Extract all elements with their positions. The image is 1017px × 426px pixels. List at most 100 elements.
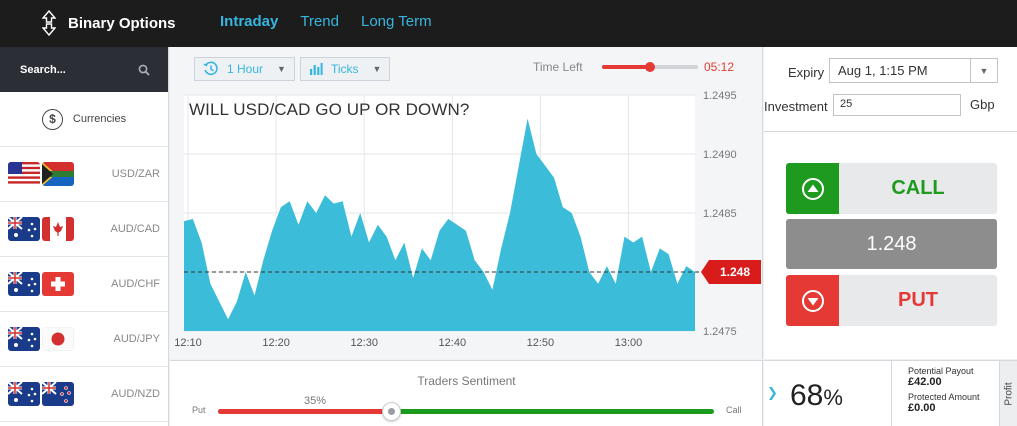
sentiment-put-label: Put — [192, 405, 206, 415]
ch-flag-icon — [42, 272, 74, 296]
y-tick-label: 1.2495 — [703, 90, 737, 102]
pair-aud-cad[interactable]: AUD/CAD — [0, 202, 168, 257]
pair-label: AUD/NZD — [111, 388, 160, 400]
expiry-select[interactable]: Aug 1, 1:15 PM ▼ — [829, 58, 998, 83]
pair-aud-jpy[interactable]: AUD/JPY — [0, 312, 168, 367]
x-tick-label: 12:20 — [262, 337, 290, 349]
x-tick-label: 12:10 — [174, 337, 202, 349]
protected-amount-value: £0.00 — [908, 402, 936, 414]
category-currencies[interactable]: $ Currencies — [0, 92, 168, 147]
current-price-tag-text: 1.248 — [720, 265, 750, 279]
x-tick-label: 13:00 — [615, 337, 643, 349]
price-chart[interactable]: 1.2495 1.2490 1.2485 1.2475 12:10 12:20 12:30 1… — [170, 87, 763, 359]
y-tick-label: 1.2485 — [703, 208, 737, 220]
sentiment-title: Traders Sentiment — [417, 374, 516, 388]
nav-intraday[interactable]: Intraday — [220, 13, 279, 30]
nz-flag-icon — [42, 382, 74, 406]
au-flag-icon — [8, 327, 40, 351]
category-label: Currencies — [72, 113, 127, 125]
sentiment-call-label: Call — [726, 405, 742, 415]
au-flag-icon — [8, 382, 40, 406]
y-tick-label: 1.2475 — [703, 326, 737, 338]
arrow-down-circle-icon — [801, 289, 824, 312]
potential-payout-label: Potential Payout — [908, 366, 974, 376]
search-icon[interactable] — [138, 64, 150, 76]
interval-value: 1 Hour — [227, 62, 264, 76]
za-flag-icon — [42, 162, 74, 186]
current-price-tag: 1.248 — [701, 260, 761, 284]
time-left-value: 05:12 — [704, 60, 735, 74]
ca-flag-icon — [42, 217, 74, 241]
chart-question: WILL USD/CAD GO UP OR DOWN? — [189, 100, 470, 119]
payout-details: Potential Payout £42.00 Protected Amount… — [891, 361, 999, 426]
chart-toolbar: 1 Hour ▼ Ticks ▼ — [194, 57, 391, 81]
interval-dropdown[interactable]: 1 Hour ▼ — [194, 57, 295, 81]
sentiment-bar — [218, 409, 714, 414]
pair-label: AUD/JPY — [113, 333, 160, 345]
nav-long-term[interactable]: Long Term — [361, 13, 432, 30]
time-left-progress — [602, 62, 698, 72]
time-left-label: Time Left — [533, 60, 583, 74]
pair-label: USD/ZAR — [111, 168, 160, 180]
payout-percent-value: 68 — [790, 379, 824, 412]
main-nav: Intraday Trend Long Term — [220, 13, 432, 30]
jp-flag-icon — [42, 327, 74, 351]
pair-label: AUD/CHF — [111, 278, 160, 290]
search-placeholder: Search... — [20, 63, 66, 76]
top-bar: Binary Options Intraday Trend Long Term — [0, 0, 1017, 47]
divider — [764, 131, 1017, 132]
brand-name: Binary Options — [68, 14, 176, 32]
au-flag-icon — [8, 217, 40, 241]
history-clock-icon — [203, 61, 218, 76]
sentiment-put-fill — [218, 409, 392, 414]
arrow-up-circle-icon — [801, 177, 824, 200]
investment-label: Investment — [764, 99, 828, 114]
investment-currency: Gbp — [970, 97, 995, 112]
pair-usd-zar[interactable]: USD/ZAR — [0, 147, 168, 202]
nav-trend[interactable]: Trend — [300, 13, 339, 30]
call-button[interactable]: CALL — [786, 163, 997, 214]
pair-aud-chf[interactable]: AUD/CHF — [0, 257, 168, 312]
time-left-fill — [602, 65, 650, 69]
payout-percent: 68% — [790, 379, 843, 413]
expiry-label: Expiry — [788, 65, 825, 80]
y-tick-label: 1.2490 — [703, 149, 737, 161]
us-flag-icon — [8, 162, 40, 186]
chevron-down-icon: ▼ — [970, 59, 997, 82]
x-tick-label: 12:40 — [439, 337, 467, 349]
sentiment-knob — [382, 402, 402, 421]
call-label: CALL — [891, 177, 945, 199]
trade-panel: Expiry Aug 1, 1:15 PM ▼ Investment 25 Gb… — [764, 47, 1017, 359]
x-tick-label: 12:50 — [527, 337, 555, 349]
au-flag-icon — [8, 272, 40, 296]
call-icon-box — [786, 163, 839, 214]
put-icon-box — [786, 275, 839, 326]
profit-tab-label: Profit — [1003, 382, 1014, 406]
potential-payout-value: £42.00 — [908, 376, 942, 388]
chevron-down-icon: ▼ — [277, 64, 286, 74]
traders-sentiment: Traders Sentiment Put Call 35% — [170, 360, 763, 426]
asset-sidebar: Search... $ Currencies USD/ZAR — [0, 47, 169, 426]
chevron-down-icon[interactable]: ❯ — [767, 385, 778, 400]
chart-panel: 1 Hour ▼ Ticks ▼ Time Left 05:12 1.2495 1… — [170, 47, 763, 359]
investment-input[interactable]: 25 — [833, 94, 961, 116]
chart-mode-dropdown[interactable]: Ticks ▼ — [299, 57, 391, 81]
x-tick-label: 12:30 — [350, 337, 378, 349]
put-label: PUT — [898, 289, 938, 311]
profit-tab[interactable]: Profit — [999, 361, 1017, 426]
search-box[interactable]: Search... — [0, 47, 168, 92]
chevron-down-icon: ▼ — [372, 64, 382, 74]
expiry-value: Aug 1, 1:15 PM — [838, 63, 928, 78]
protected-amount-label: Protected Amount — [908, 392, 980, 402]
up-down-arrows-icon — [42, 10, 56, 36]
pair-aud-nzd[interactable]: AUD/NZD — [0, 367, 168, 422]
bar-chart-icon — [309, 63, 323, 75]
put-button[interactable]: PUT — [786, 275, 997, 326]
current-price-display: 1.248 — [786, 219, 997, 269]
pair-label: AUD/CAD — [110, 223, 160, 235]
brand[interactable]: Binary Options — [42, 10, 176, 36]
sentiment-percent: 35% — [304, 395, 327, 407]
payout-panel: ❯ 68% Potential Payout £42.00 Protected … — [764, 360, 1017, 426]
percent-sign: % — [823, 385, 843, 410]
time-left-knob — [645, 62, 655, 72]
